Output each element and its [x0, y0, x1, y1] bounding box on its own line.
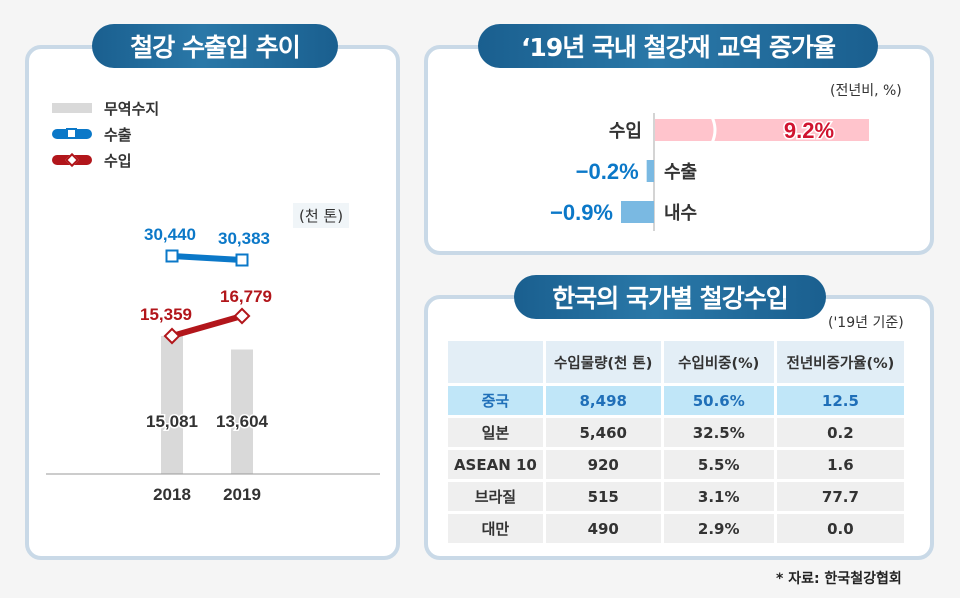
- table-row: 대만 490 2.9% 0.0: [448, 514, 904, 543]
- cell-growth: 1.6: [776, 450, 904, 479]
- legend-label: 무역수지: [104, 99, 160, 118]
- cell-country: ASEAN 10: [448, 450, 543, 479]
- column-header: 수입비중(%): [663, 341, 774, 383]
- table-row: 중국 8,498 50.6% 12.5: [448, 386, 904, 415]
- balance-value-label: 13,604: [216, 412, 269, 431]
- balance-value-label: 15,081: [146, 412, 198, 431]
- table-header-row: 수입물량(천 톤) 수입비중(%) 전년비증가율(%): [448, 341, 904, 383]
- cell-growth: 0.2: [776, 418, 904, 447]
- column-header: 수입물량(천 톤): [545, 341, 661, 383]
- column-header: 전년비증가율(%): [776, 341, 904, 383]
- import-marker: [233, 307, 251, 325]
- x-tick-label: 2019: [223, 485, 261, 504]
- cell-country: 중국: [448, 386, 543, 415]
- cell-volume: 920: [545, 450, 661, 479]
- growth-value-label: −0.9%: [550, 200, 613, 225]
- gray-bar-swatch-icon: [52, 103, 92, 113]
- legend-label: 수출: [104, 125, 132, 144]
- source-note: * 자료: 한국철강협회: [776, 571, 902, 587]
- growth-bar-negative: [621, 201, 654, 223]
- cell-country: 브라질: [448, 482, 543, 511]
- imports-table: 수입물량(천 톤) 수입비중(%) 전년비증가율(%) 중국 8,498 50.6%…: [445, 338, 907, 546]
- cell-share: 2.9%: [663, 514, 774, 543]
- import-line: [171, 313, 243, 339]
- red-line-diamond-marker-icon: [52, 152, 92, 168]
- imports-unit-label: ('19년 기준): [828, 315, 904, 331]
- trend-unit-label: (천 톤): [293, 203, 350, 228]
- balance-bar: [161, 336, 183, 474]
- table-row: 브라질 515 3.1% 77.7: [448, 482, 904, 511]
- cell-country: 일본: [448, 418, 543, 447]
- import-value-label: 15,359: [140, 305, 192, 324]
- growth-category-label: 내수: [664, 203, 697, 224]
- growth-category-label: 수출: [664, 162, 697, 183]
- cell-volume: 490: [545, 514, 661, 543]
- export-value-label: 30,440: [144, 225, 196, 244]
- export-line: [171, 253, 243, 263]
- legend-label: 수입: [104, 151, 132, 170]
- export-marker: [235, 253, 249, 267]
- import-marker: [163, 327, 181, 345]
- cell-growth: 77.7: [776, 482, 904, 511]
- export-marker: [165, 249, 179, 263]
- cell-growth: 12.5: [776, 386, 904, 415]
- cell-share: 32.5%: [663, 418, 774, 447]
- growth-title: ‘19년 국내 철강재 교역 증가율: [478, 24, 878, 68]
- blue-line-square-marker-icon: [52, 128, 92, 139]
- cell-volume: 8,498: [545, 386, 661, 415]
- cell-country: 대만: [448, 514, 543, 543]
- cell-growth: 0.0: [776, 514, 904, 543]
- axis-break-mark: [710, 116, 717, 144]
- trend-legend: 무역수지 수출 수입: [52, 95, 159, 173]
- cell-share: 3.1%: [663, 482, 774, 511]
- cell-volume: 5,460: [545, 418, 661, 447]
- trend-title: 철강 수출입 추이: [92, 24, 338, 68]
- legend-item-export: 수출: [52, 121, 159, 147]
- growth-unit-label: (전년비, %): [830, 83, 902, 99]
- growth-value-label: −0.2%: [576, 159, 639, 184]
- legend-item-balance: 무역수지: [52, 95, 159, 121]
- cell-share: 50.6%: [663, 386, 774, 415]
- growth-category-label: 수입: [609, 120, 642, 142]
- growth-bar-negative: [646, 160, 654, 182]
- import-value-label: 16,779: [220, 287, 272, 306]
- legend-item-import: 수입: [52, 147, 159, 173]
- cell-volume: 515: [545, 482, 661, 511]
- cell-share: 5.5%: [663, 450, 774, 479]
- x-tick-label: 2018: [153, 485, 191, 504]
- growth-value-label: 9.2%: [784, 118, 834, 143]
- growth-bar-positive: [655, 119, 869, 141]
- export-value-label: 30,383: [218, 229, 270, 248]
- column-header: [448, 341, 543, 383]
- table-row: 일본 5,460 32.5% 0.2: [448, 418, 904, 447]
- table-row: ASEAN 10 920 5.5% 1.6: [448, 450, 904, 479]
- balance-bar: [231, 349, 253, 474]
- imports-title: 한국의 국가별 철강수입: [514, 275, 826, 319]
